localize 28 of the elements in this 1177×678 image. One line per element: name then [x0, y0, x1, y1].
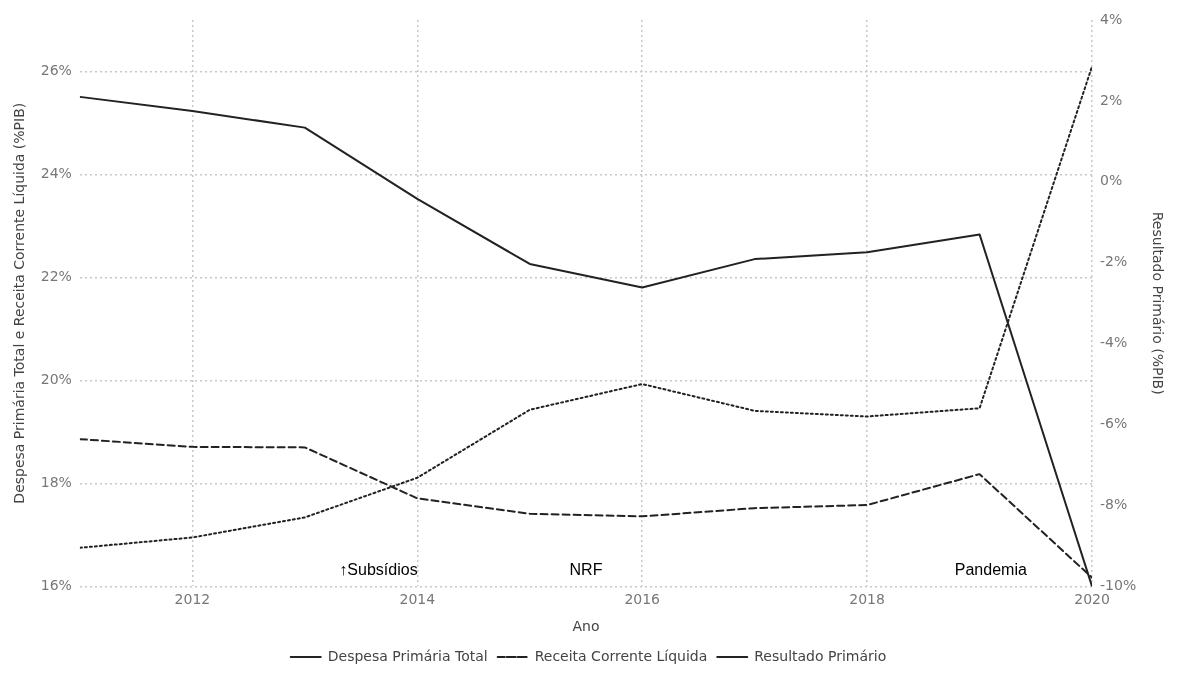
y2-tick-label: -4% — [1100, 334, 1128, 351]
x-tick-label: 2018 — [849, 591, 885, 608]
y-tick-label: 18% — [40, 474, 72, 491]
y2-tick-label: -8% — [1100, 496, 1128, 513]
annotation: ↑Subsídios — [339, 560, 418, 578]
y2-tick-label: 2% — [1100, 91, 1123, 108]
x-axis-title: Ano — [572, 618, 600, 635]
y-tick-label: 20% — [40, 371, 72, 388]
y-tick-label: 16% — [40, 577, 72, 594]
x-tick-label: 2014 — [399, 591, 436, 608]
annotation: NRF — [569, 560, 603, 578]
y2-tick-label: 4% — [1100, 10, 1123, 27]
legend-label: Receita Corrente Líquida — [534, 647, 708, 664]
x-tick-label: 2012 — [174, 591, 211, 608]
legend-label: Resultado Primário — [754, 647, 887, 664]
y2-axis-title: Resultado Primário (%PIB) — [1149, 211, 1166, 395]
annotation: Pandemia — [954, 560, 1027, 578]
y2-tick-label: -6% — [1100, 415, 1128, 432]
y-tick-label: 22% — [40, 268, 72, 285]
y2-tick-label: -10% — [1100, 577, 1137, 594]
x-tick-label: 2016 — [624, 591, 661, 608]
y-tick-label: 26% — [40, 62, 72, 79]
legend-label: Despesa Primária Total — [327, 647, 488, 664]
y2-tick-label: -2% — [1100, 253, 1128, 270]
y2-tick-label: 0% — [1100, 172, 1123, 189]
y-axis-title: Despesa Primária Total e Receita Corrente Líquida (%PIB) — [11, 102, 28, 504]
x-tick-label: 2020 — [1074, 591, 1110, 608]
y-tick-label: 24% — [40, 165, 72, 182]
